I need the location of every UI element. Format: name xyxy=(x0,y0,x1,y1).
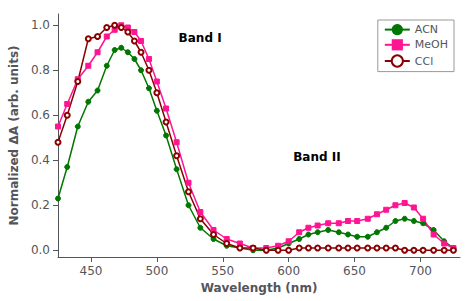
svg-text:1.0: 1.0 xyxy=(31,18,50,32)
svg-text:650: 650 xyxy=(343,264,366,278)
svg-text:Band I: Band I xyxy=(179,31,222,45)
svg-text:0.2: 0.2 xyxy=(31,198,50,212)
svg-text:0.4: 0.4 xyxy=(31,153,50,167)
svg-text:600: 600 xyxy=(277,264,300,278)
svg-text:Wavelength (nm): Wavelength (nm) xyxy=(201,281,318,295)
svg-text:450: 450 xyxy=(79,264,102,278)
svg-text:CCl: CCl xyxy=(415,55,433,68)
svg-text:0.6: 0.6 xyxy=(31,108,50,122)
svg-text:0.0: 0.0 xyxy=(31,243,50,257)
svg-text:500: 500 xyxy=(145,264,168,278)
svg-text:MeOH: MeOH xyxy=(415,38,448,51)
svg-text:0.8: 0.8 xyxy=(31,63,50,77)
svg-text:Normalized ΔA (arb. units): Normalized ΔA (arb. units) xyxy=(7,45,21,225)
svg-text:550: 550 xyxy=(211,264,234,278)
svg-text:700: 700 xyxy=(409,264,432,278)
svg-text:ACN: ACN xyxy=(415,23,438,36)
svg-text:Band II: Band II xyxy=(293,150,340,164)
